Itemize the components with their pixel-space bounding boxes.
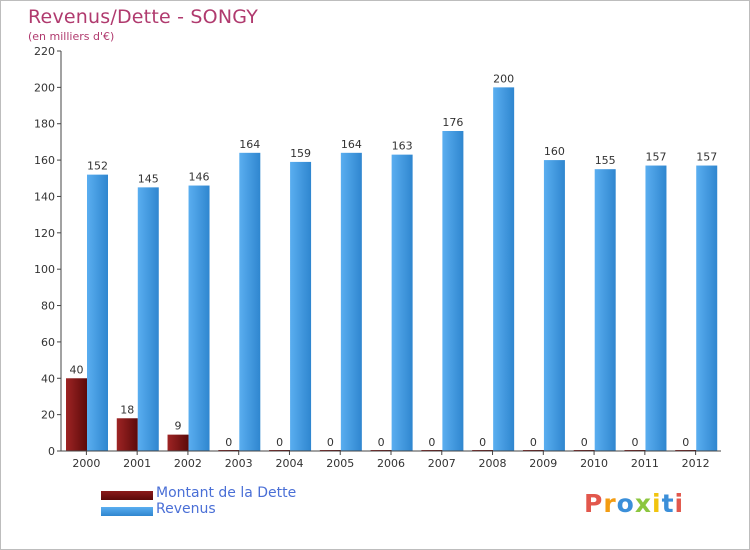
bar-revenus — [188, 185, 210, 451]
data-label-revenus: 159 — [290, 147, 311, 160]
logo-letter: x — [634, 489, 652, 518]
proxiti-logo: Proxiti — [584, 489, 684, 518]
y-tick-label: 120 — [34, 227, 55, 240]
x-tick-label: 2007 — [428, 457, 456, 470]
data-label-revenus: 164 — [239, 138, 260, 151]
legend-label-revenus: Revenus — [156, 501, 216, 517]
bar-revenus — [442, 131, 464, 451]
bar-dette — [66, 378, 87, 451]
x-tick-label: 2004 — [275, 457, 303, 470]
x-tick-label: 2010 — [580, 457, 608, 470]
y-tick-label: 200 — [34, 81, 55, 94]
bar-revenus — [87, 174, 108, 452]
legend-swatch-revenus — [101, 507, 153, 516]
data-label-revenus: 164 — [341, 138, 362, 151]
data-label-revenus: 160 — [544, 145, 565, 158]
bar-revenus — [239, 152, 261, 451]
logo-letter: i — [674, 489, 685, 518]
data-label-dette: 0 — [276, 436, 283, 449]
data-label-revenus: 152 — [87, 160, 108, 173]
x-tick-label: 2002 — [174, 457, 202, 470]
data-label-dette: 0 — [581, 436, 588, 449]
chart-title: Revenus/Dette - SONGY — [28, 6, 259, 28]
y-tick-label: 140 — [34, 190, 55, 203]
bar-revenus — [391, 154, 413, 452]
bar-revenus — [340, 152, 362, 451]
chart-subtitle: (en milliers d'€) — [28, 30, 115, 43]
x-tick-label: 2006 — [377, 457, 405, 470]
data-label-dette: 40 — [70, 363, 84, 376]
bar-revenus — [543, 160, 565, 451]
y-tick-label: 60 — [41, 336, 55, 349]
data-label-dette: 18 — [120, 403, 134, 416]
data-label-revenus: 145 — [138, 172, 159, 185]
data-label-dette: 0 — [327, 436, 334, 449]
bar-revenus — [645, 165, 667, 451]
logo-letter: i — [652, 489, 662, 518]
data-label-revenus: 176 — [442, 116, 463, 129]
y-tick-label: 100 — [34, 263, 55, 276]
y-tick-label: 180 — [34, 118, 55, 131]
x-tick-label: 2008 — [479, 457, 507, 470]
logo-letter: r — [603, 489, 617, 518]
x-tick-label: 2009 — [529, 457, 557, 470]
bar-dette — [116, 418, 138, 451]
bar-revenus — [594, 169, 616, 451]
x-tick-label: 2005 — [326, 457, 354, 470]
y-tick-label: 40 — [41, 372, 55, 385]
data-label-revenus: 155 — [595, 154, 616, 167]
y-tick-label: 160 — [34, 154, 55, 167]
x-tick-label: 2012 — [682, 457, 710, 470]
bar-revenus — [493, 87, 515, 451]
logo-letter: P — [584, 489, 604, 518]
data-label-revenus: 163 — [392, 140, 413, 153]
bar-dette — [167, 434, 189, 451]
data-label-dette: 0 — [378, 436, 385, 449]
data-label-dette: 0 — [530, 436, 537, 449]
legend-swatch-dette — [101, 491, 153, 500]
data-label-revenus: 157 — [645, 151, 666, 164]
data-label-dette: 9 — [175, 420, 182, 433]
y-tick-label: 80 — [41, 300, 55, 313]
x-tick-label: 2003 — [225, 457, 253, 470]
data-label-revenus: 157 — [696, 151, 717, 164]
data-label-dette: 0 — [631, 436, 638, 449]
legend-label-dette: Montant de la Dette — [156, 485, 297, 501]
data-label-revenus: 200 — [493, 72, 514, 85]
y-tick-label: 0 — [48, 445, 55, 458]
data-label-dette: 0 — [225, 436, 232, 449]
logo-letter: o — [616, 489, 635, 518]
bar-revenus — [137, 187, 159, 451]
logo-letter: t — [661, 489, 675, 518]
data-label-dette: 0 — [682, 436, 689, 449]
x-tick-label: 2001 — [123, 457, 151, 470]
y-tick-label: 20 — [41, 409, 55, 422]
data-label-revenus: 146 — [189, 171, 210, 184]
x-tick-label: 2011 — [631, 457, 659, 470]
y-tick-label: 220 — [34, 45, 55, 58]
data-label-dette: 0 — [428, 436, 435, 449]
x-tick-label: 2000 — [72, 457, 100, 470]
data-label-dette: 0 — [479, 436, 486, 449]
bar-revenus — [290, 161, 312, 451]
bar-revenus — [696, 165, 718, 451]
